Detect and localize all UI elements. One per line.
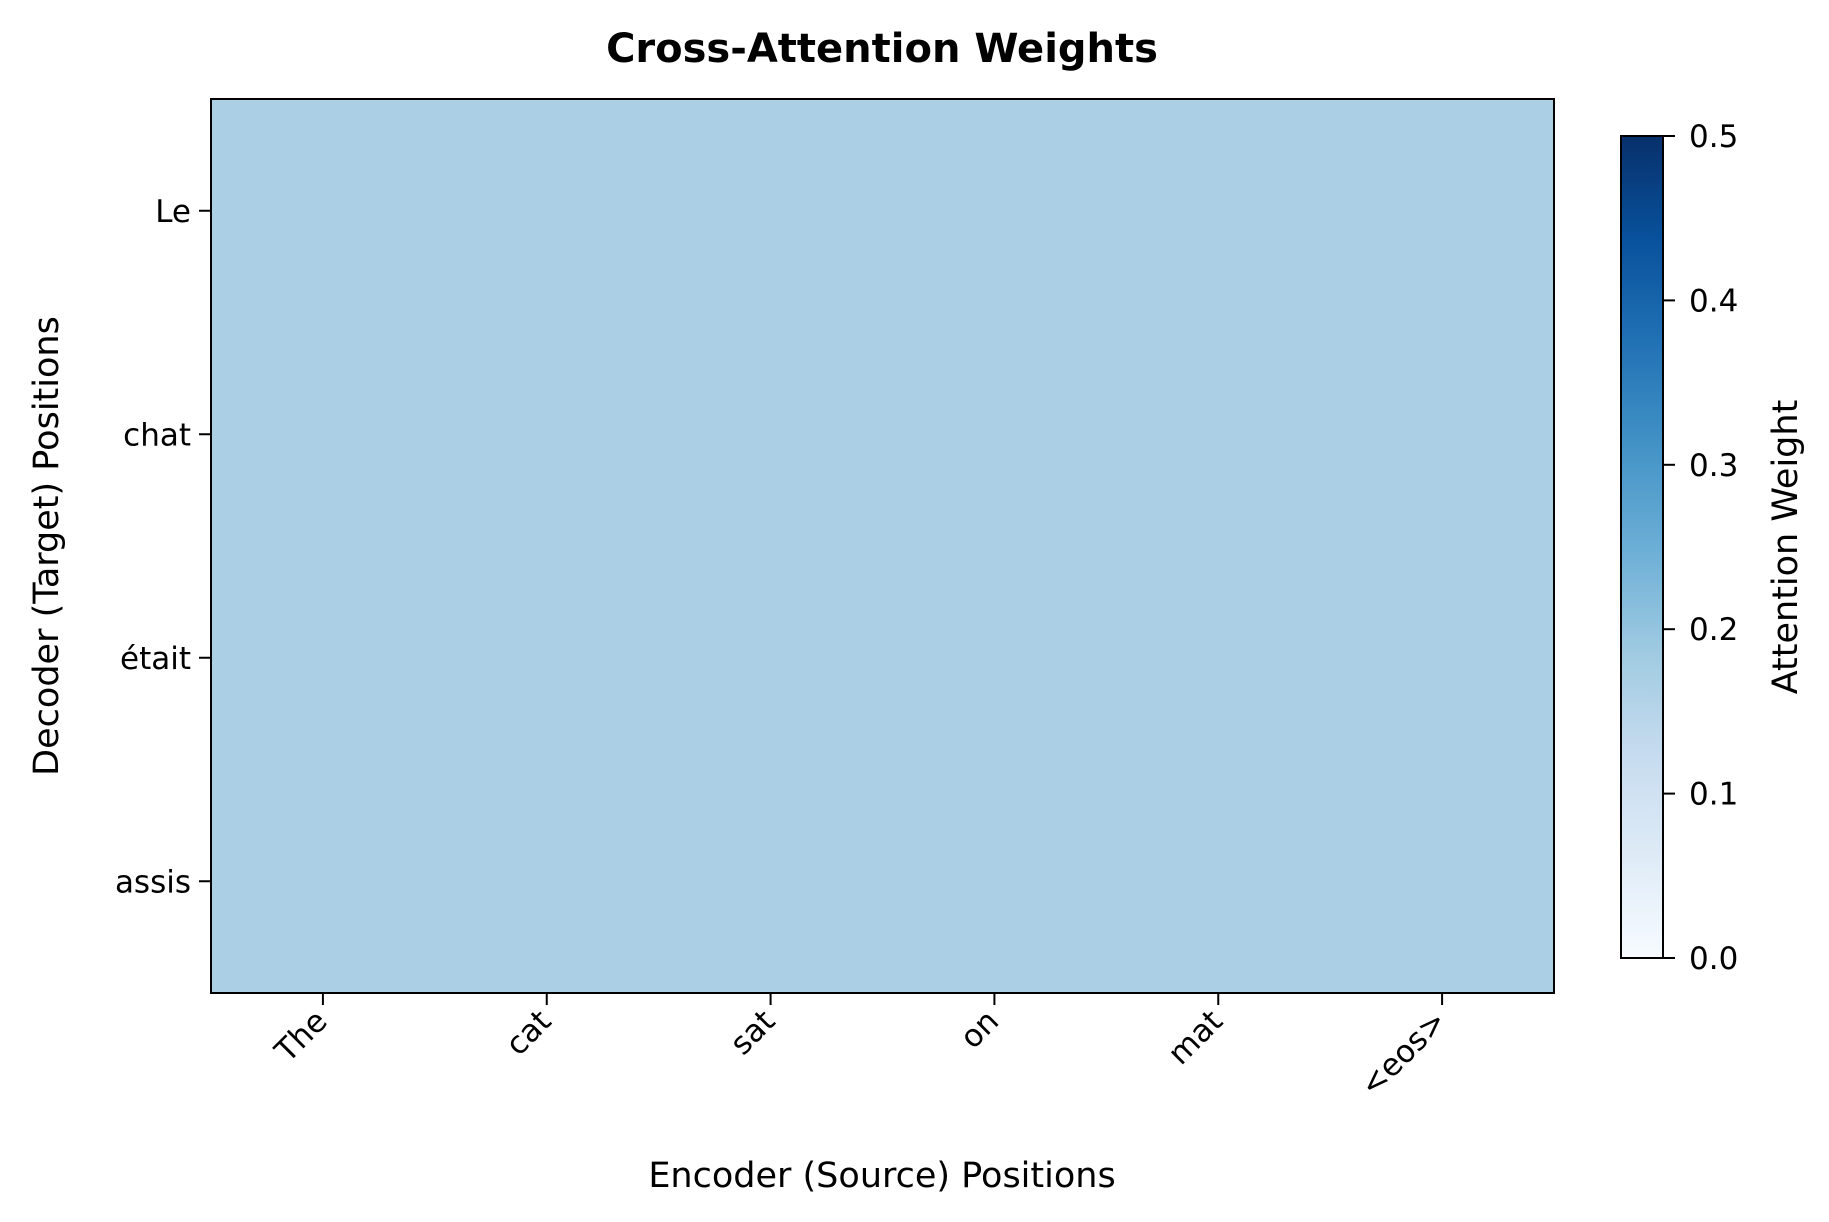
heatmap-cell bbox=[211, 546, 436, 771]
x-tick-label: sat bbox=[723, 1003, 782, 1062]
heatmap-cell bbox=[1330, 322, 1555, 547]
heatmap-cell bbox=[658, 769, 884, 994]
y-tick-label: Le bbox=[155, 194, 191, 230]
heatmap-cell bbox=[1106, 99, 1331, 324]
heatmap-cell bbox=[1330, 769, 1555, 994]
x-tick-label: The bbox=[268, 1003, 335, 1070]
heatmap-cell bbox=[658, 322, 884, 547]
x-axis-label: Encoder (Source) Positions bbox=[648, 1156, 1115, 1196]
colorbar-tick-label: 0.3 bbox=[1689, 448, 1738, 484]
heatmap-cell bbox=[882, 322, 1107, 547]
colorbar-tick-label: 0.0 bbox=[1689, 941, 1738, 977]
x-axis-ticks: The cat sat on mat <eos> bbox=[268, 993, 1454, 1104]
heatmap-cell bbox=[1106, 322, 1331, 547]
heatmap-cell bbox=[434, 322, 660, 547]
x-tick-label: mat bbox=[1161, 1003, 1230, 1072]
colorbar-tick-label: 0.2 bbox=[1689, 612, 1738, 648]
heatmap-cell bbox=[882, 769, 1107, 994]
colorbar-label: Attention Weight bbox=[1766, 400, 1806, 695]
heatmap-cell bbox=[658, 546, 884, 771]
x-tick-label: on bbox=[953, 1003, 1006, 1056]
heatmap-cells bbox=[211, 99, 1555, 994]
colorbar-tick-label: 0.1 bbox=[1689, 777, 1738, 813]
y-tick-label: était bbox=[120, 641, 191, 677]
y-axis-ticks: Le chat était assis bbox=[115, 194, 211, 900]
heatmap-cell bbox=[211, 769, 436, 994]
chart-title: Cross-Attention Weights bbox=[606, 26, 1158, 72]
heatmap-cell bbox=[434, 546, 660, 771]
x-tick-label: <eos> bbox=[1353, 1003, 1454, 1104]
colorbar-gradient bbox=[1620, 135, 1664, 959]
y-tick-label: chat bbox=[123, 417, 191, 453]
heatmap-cell bbox=[658, 99, 884, 324]
heatmap-cell bbox=[1330, 99, 1555, 324]
heatmap-cell bbox=[211, 99, 436, 324]
heatmap-cell bbox=[882, 99, 1107, 324]
colorbar-ticks: 0.0 0.1 0.2 0.3 0.4 0.5 bbox=[1663, 119, 1738, 977]
y-axis-label: Decoder (Target) Positions bbox=[27, 316, 67, 776]
colorbar: 0.0 0.1 0.2 0.3 0.4 0.5 Attention Weight bbox=[1620, 119, 1806, 977]
heatmap-cell bbox=[434, 769, 660, 994]
heatmap-cell bbox=[882, 546, 1107, 771]
colorbar-tick-label: 0.5 bbox=[1689, 119, 1738, 155]
heatmap-cell bbox=[1330, 546, 1555, 771]
x-tick-label: cat bbox=[499, 1003, 559, 1063]
heatmap-cell bbox=[1106, 769, 1331, 994]
heatmap-cell bbox=[1106, 546, 1331, 771]
plot-frame bbox=[210, 98, 1555, 994]
y-tick-label: assis bbox=[115, 864, 191, 900]
heatmap-cell bbox=[434, 99, 660, 324]
heatmap-cell bbox=[211, 322, 436, 547]
colorbar-tick-label: 0.4 bbox=[1689, 283, 1738, 319]
